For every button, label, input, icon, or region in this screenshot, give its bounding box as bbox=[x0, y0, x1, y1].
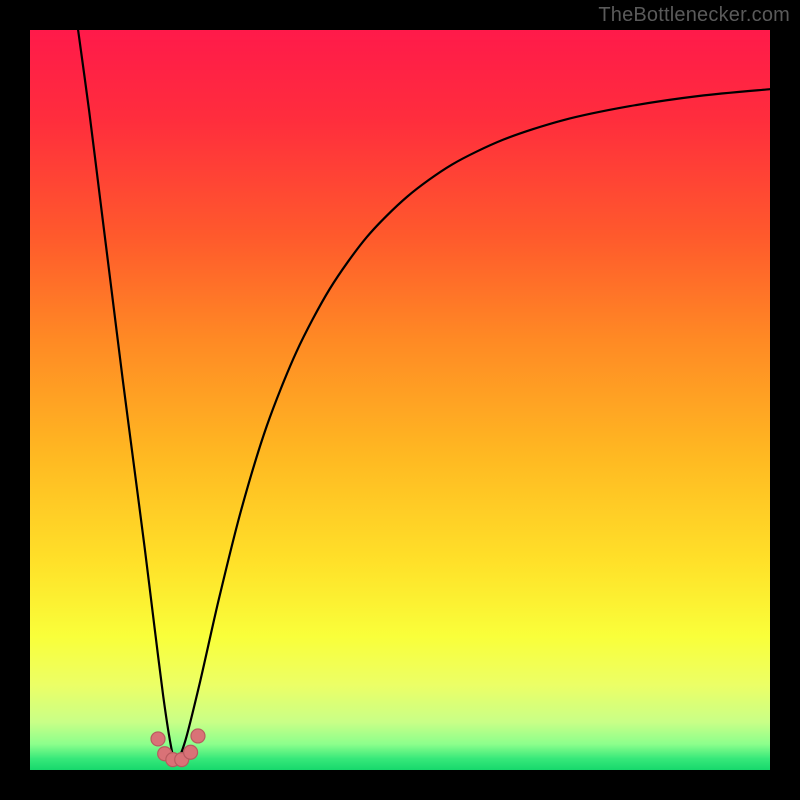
data-marker bbox=[184, 745, 198, 759]
gradient-background bbox=[30, 30, 770, 770]
chart-container: { "watermark": { "text": "TheBottlenecke… bbox=[0, 0, 800, 800]
data-marker bbox=[151, 732, 165, 746]
plot-area bbox=[30, 30, 770, 770]
bottleneck-curve-chart bbox=[30, 30, 770, 770]
watermark-text: TheBottlenecker.com bbox=[598, 4, 790, 27]
data-marker bbox=[191, 729, 205, 743]
